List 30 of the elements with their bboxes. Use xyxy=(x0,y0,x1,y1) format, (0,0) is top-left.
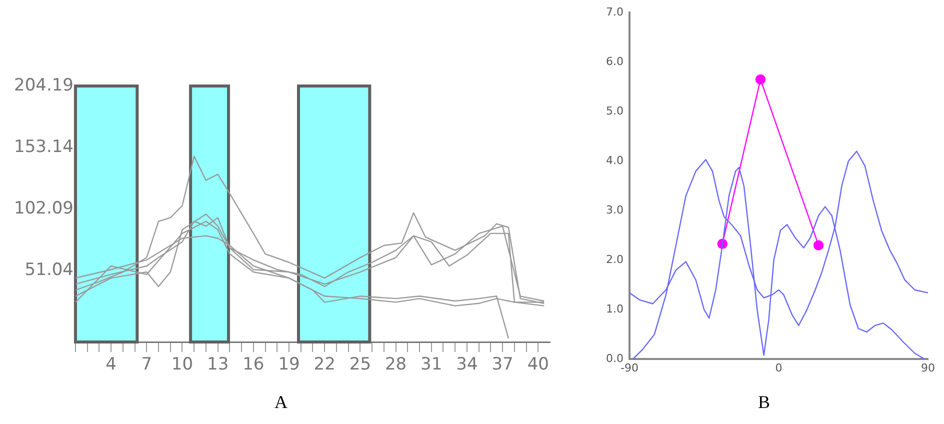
y-tick-label: 102.09 xyxy=(14,198,74,219)
x-tick-label: 4 xyxy=(106,354,116,375)
x-tick-label: 10 xyxy=(171,354,194,375)
y-tick-label: 7.0 xyxy=(606,5,624,18)
y-tick-label: 5.0 xyxy=(606,104,624,118)
text: B xyxy=(758,392,770,412)
x-tick-label: 34 xyxy=(456,354,478,375)
y-tick-label: 2.0 xyxy=(606,253,624,266)
x-tick-label: 90 xyxy=(921,362,935,375)
y-tick-label: 204.19 xyxy=(14,75,74,96)
x-tick-label: 31 xyxy=(420,354,442,375)
x-tick-label: 19 xyxy=(278,354,300,375)
y-tick-label: 0.0 xyxy=(606,352,624,366)
x-tick-label: 40 xyxy=(527,354,549,375)
y-tick-label: 1.0 xyxy=(606,302,624,316)
x-tick-label: 25 xyxy=(349,354,372,375)
y-tick-label: 3.0 xyxy=(606,204,624,217)
text: A xyxy=(274,392,288,412)
x-tick-label: 0 xyxy=(775,362,782,375)
x-tick-label: 16 xyxy=(242,354,264,375)
y-tick-label: 4.0 xyxy=(606,154,624,167)
y-tick-label: 51.04 xyxy=(24,260,74,280)
y-tick-label: 153.14 xyxy=(14,137,74,158)
y-tick-label: 6.0 xyxy=(606,54,624,68)
x-tick-label: 7 xyxy=(141,354,152,375)
x-tick-label: -90 xyxy=(620,362,638,375)
x-tick-label: 37 xyxy=(492,354,514,375)
x-tick-label: 28 xyxy=(384,354,407,375)
x-tick-label: 22 xyxy=(314,354,336,375)
x-tick-label: 13 xyxy=(207,354,229,375)
